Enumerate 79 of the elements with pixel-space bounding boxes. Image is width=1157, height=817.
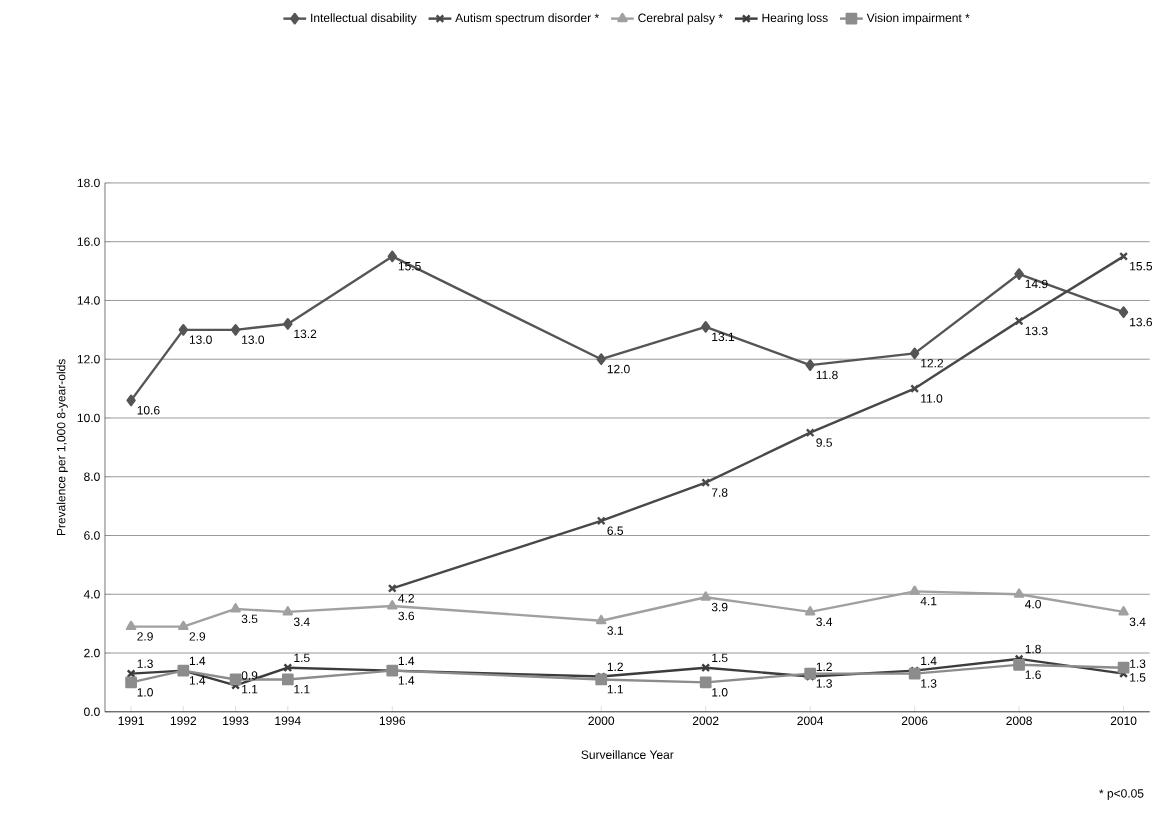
data-label: 3.4: [1129, 617, 1146, 627]
y-tick-label: 0.0: [84, 707, 100, 717]
data-label: 4.0: [1025, 600, 1041, 609]
data-label: 13.6: [1130, 317, 1153, 327]
x-tick-label: 1996: [379, 716, 406, 726]
data-label: 3.5: [241, 614, 258, 624]
data-label: 1.5: [1130, 673, 1146, 682]
y-tick-label: 16.0: [77, 237, 100, 247]
legend-label: Autism spectrum disorder *: [455, 13, 599, 25]
data-label: 3.9: [711, 602, 728, 612]
y-tick-label: 4.0: [83, 590, 100, 599]
x-tick-label: 2000: [588, 716, 615, 726]
x-tick-label: 2010: [1110, 716, 1137, 726]
y-tick-label: 6.0: [84, 531, 100, 540]
data-label: 11.8: [816, 370, 838, 380]
data-label: 1.5: [294, 653, 310, 663]
data-label: 1.2: [816, 662, 832, 671]
data-label: 2.9: [137, 632, 153, 641]
data-label: 1.4: [398, 656, 415, 666]
data-label: 1.3: [137, 659, 153, 669]
data-label: 7.8: [711, 488, 728, 497]
data-label: 1.5: [712, 653, 728, 663]
data-label: 1.1: [294, 685, 310, 694]
data-label: 12.2: [921, 359, 944, 368]
data-label: 4.1: [920, 597, 937, 606]
data-label: 1.1: [607, 685, 623, 694]
data-label: 1.3: [921, 679, 937, 688]
y-tick-label: 18.0: [77, 178, 100, 188]
y-axis-title: Prevalence per 1,000 8-year-olds: [56, 359, 68, 536]
data-label: 3.4: [816, 617, 833, 627]
x-tick-label: 2006: [901, 716, 928, 726]
data-label: 9.5: [816, 438, 832, 447]
data-label: 1.3: [1130, 659, 1146, 669]
data-label: 13.3: [1025, 326, 1048, 336]
data-label: 1.4: [398, 676, 415, 685]
y-tick-label: 2.0: [84, 648, 100, 658]
data-label: 14.9: [1025, 279, 1048, 289]
data-label: 10.6: [137, 406, 160, 415]
y-tick-label: 10.0: [77, 413, 100, 423]
data-label: 6.5: [607, 526, 624, 536]
x-tick-label: 2002: [692, 716, 719, 726]
y-tick-label: 8.0: [84, 472, 100, 482]
data-label: 1.6: [1025, 670, 1041, 680]
data-label: 4.2: [398, 594, 414, 603]
data-label: 1.1: [242, 685, 258, 694]
data-label: 1.0: [712, 688, 728, 697]
data-label: 12.0: [607, 364, 630, 374]
data-label: 3.4: [293, 617, 310, 627]
x-tick-label: 2004: [797, 716, 824, 726]
data-label: 0.9: [241, 671, 258, 680]
data-label: 1.4: [189, 676, 206, 685]
data-label: 13.0: [189, 335, 212, 345]
x-tick-label: 1991: [118, 716, 144, 726]
data-label: 2.9: [189, 632, 206, 641]
legend-label: Vision impairment *: [866, 13, 970, 25]
y-tick-label: 12.0: [77, 355, 100, 364]
data-label: 15.5: [1130, 262, 1153, 271]
data-label: 13.1: [712, 332, 735, 342]
legend-label: Hearing loss: [762, 13, 828, 25]
x-tick-label: 1992: [170, 716, 197, 726]
data-label: 1.2: [607, 662, 623, 671]
x-tick-label: 1994: [275, 716, 301, 726]
text: * p<0.05: [1099, 789, 1144, 801]
data-label: 1.4: [189, 656, 206, 666]
data-label: 1.4: [921, 656, 937, 666]
data-label: 1.8: [1025, 644, 1041, 654]
data-label: 3.1: [607, 626, 623, 635]
x-tick-label: 1993: [223, 716, 249, 726]
y-tick-label: 14.0: [77, 296, 100, 305]
x-axis-title: Surveillance Year: [581, 750, 674, 760]
data-label: 1.3: [816, 679, 832, 688]
data-label: 11.0: [921, 394, 943, 403]
data-label: 3.6: [398, 611, 415, 621]
data-label: 13.0: [242, 335, 265, 345]
data-label: 13.2: [294, 329, 317, 339]
data-label: 1.0: [137, 688, 153, 697]
legend-label: Cerebral palsy *: [638, 13, 723, 25]
legend-label: Intellectual disability: [311, 13, 417, 25]
x-tick-label: 2008: [1006, 716, 1032, 726]
